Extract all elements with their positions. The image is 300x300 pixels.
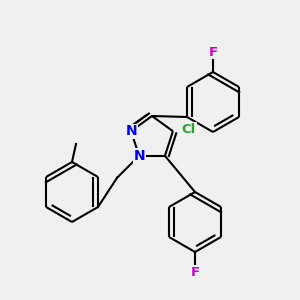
Text: F: F [208,46,217,59]
Text: Cl: Cl [182,123,196,136]
Text: N: N [125,124,137,138]
Text: N: N [133,149,145,163]
Text: F: F [190,266,200,278]
